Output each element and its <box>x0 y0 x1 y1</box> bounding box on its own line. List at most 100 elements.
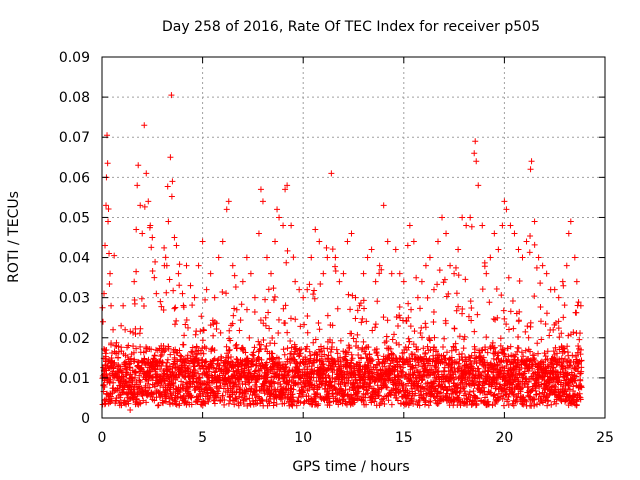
data-point <box>345 291 352 298</box>
data-point <box>396 363 403 370</box>
data-point <box>138 295 145 302</box>
data-point <box>510 402 517 409</box>
data-point <box>495 397 502 404</box>
data-point <box>368 358 375 365</box>
data-point <box>492 385 499 392</box>
data-point <box>326 398 333 405</box>
data-point <box>352 294 359 301</box>
data-point <box>188 394 195 401</box>
data-point <box>559 363 566 370</box>
data-point <box>474 394 481 401</box>
data-point <box>324 345 331 352</box>
data-point <box>304 286 311 293</box>
data-point <box>509 298 516 305</box>
data-point <box>504 398 511 405</box>
data-point <box>269 335 276 342</box>
data-point <box>441 383 448 390</box>
data-point <box>110 379 117 386</box>
data-point <box>475 381 482 388</box>
data-point <box>312 336 319 343</box>
data-point <box>304 343 311 350</box>
data-point <box>284 372 290 379</box>
data-point <box>415 346 422 353</box>
data-point <box>183 262 190 269</box>
data-point <box>360 338 367 345</box>
data-point <box>467 357 474 364</box>
data-point <box>472 355 479 362</box>
data-point <box>473 158 480 165</box>
data-point <box>480 384 487 391</box>
data-point <box>137 202 144 209</box>
data-point <box>116 363 123 370</box>
data-point <box>208 364 215 371</box>
data-point <box>549 364 556 371</box>
data-point <box>329 322 336 329</box>
data-point <box>325 352 332 359</box>
data-point <box>199 337 206 344</box>
data-point <box>567 218 574 225</box>
data-point <box>166 395 173 402</box>
data-point <box>216 362 223 369</box>
data-point <box>153 290 160 297</box>
data-point <box>127 364 134 371</box>
data-point <box>151 397 158 404</box>
data-point <box>111 388 118 395</box>
data-point <box>238 374 245 381</box>
data-point <box>471 150 478 157</box>
data-point <box>552 383 559 390</box>
data-point <box>492 349 499 356</box>
data-point <box>486 299 493 306</box>
data-point <box>541 350 548 357</box>
data-point <box>182 321 189 328</box>
data-point <box>406 222 413 229</box>
data-point <box>297 350 304 357</box>
data-point <box>159 359 166 366</box>
data-point <box>262 314 269 321</box>
data-point <box>333 346 340 353</box>
data-point <box>515 333 522 340</box>
data-point <box>205 398 212 405</box>
data-point <box>327 348 334 355</box>
data-point <box>403 318 410 325</box>
data-point <box>531 396 538 403</box>
data-point <box>332 254 339 261</box>
data-point <box>225 198 232 205</box>
data-point <box>212 368 219 375</box>
data-point <box>493 380 500 387</box>
data-point <box>251 294 258 301</box>
data-point <box>479 347 486 354</box>
data-point <box>163 289 170 296</box>
data-point <box>131 358 138 365</box>
data-point <box>223 206 230 213</box>
data-point <box>538 336 545 343</box>
data-point <box>346 344 353 351</box>
data-point <box>371 398 378 405</box>
data-point <box>123 378 130 385</box>
data-point <box>105 218 112 225</box>
data-point <box>281 400 288 407</box>
data-point <box>418 324 425 331</box>
data-point <box>280 346 287 353</box>
data-point <box>467 394 474 401</box>
data-point <box>259 198 266 205</box>
data-point <box>505 393 512 400</box>
data-point <box>414 294 421 301</box>
data-point <box>500 402 507 409</box>
data-point <box>571 372 578 379</box>
data-point <box>199 398 206 405</box>
data-point <box>324 312 331 319</box>
data-point <box>207 322 214 329</box>
data-point <box>297 399 304 406</box>
data-point <box>275 329 282 336</box>
data-point <box>235 402 242 409</box>
data-point <box>381 376 388 383</box>
data-point <box>480 354 487 361</box>
data-point <box>263 254 270 261</box>
data-point <box>354 307 361 314</box>
data-point <box>531 357 538 364</box>
data-point <box>231 305 238 312</box>
data-point <box>316 326 323 333</box>
data-point <box>372 324 379 331</box>
data-point <box>154 402 161 409</box>
